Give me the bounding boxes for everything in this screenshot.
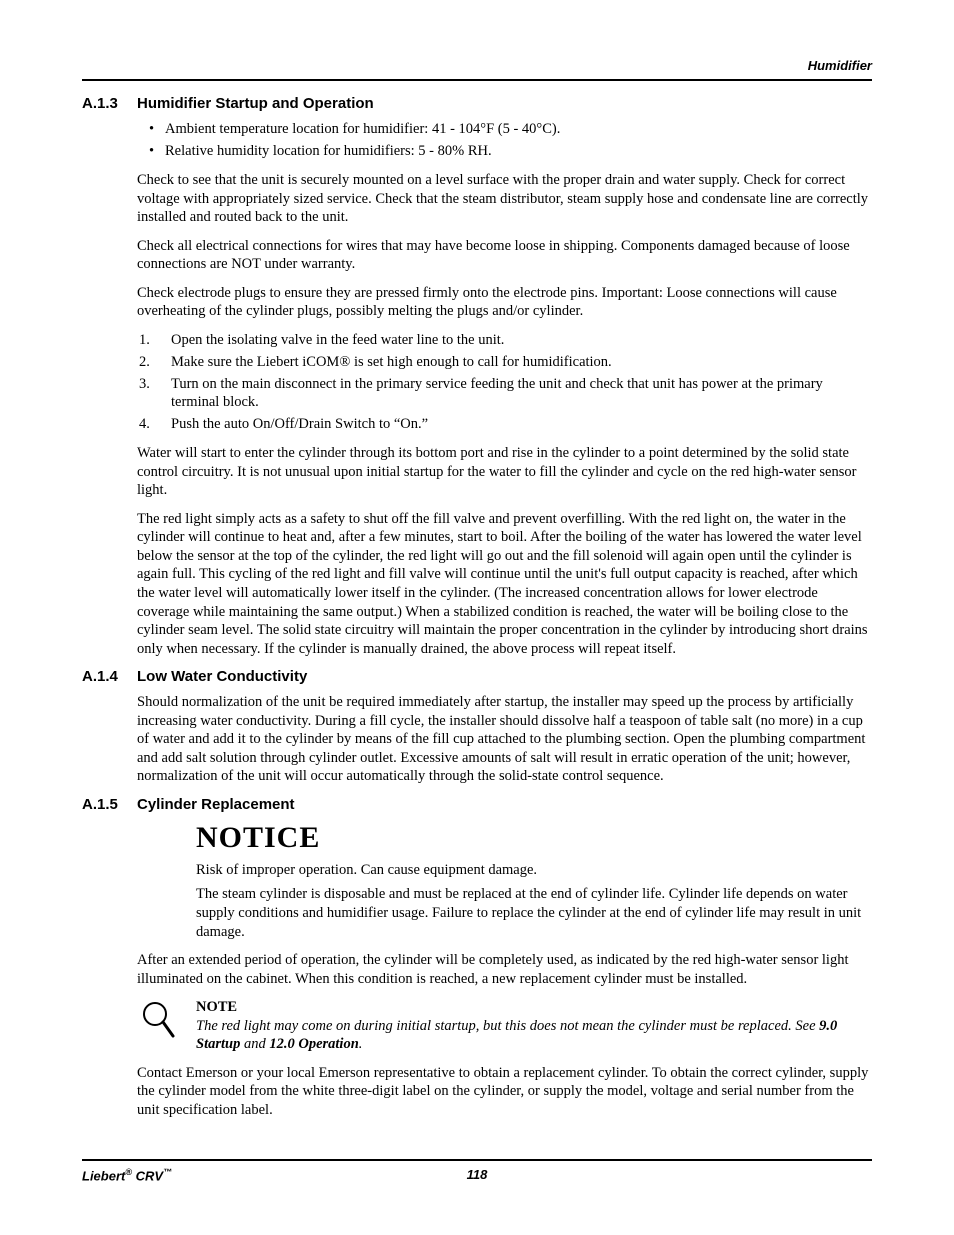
list-item: Push the auto On/Off/Drain Switch to “On…	[137, 415, 872, 434]
section-number: A.1.4	[82, 668, 137, 685]
numbered-list: Open the isolating valve in the feed wat…	[137, 331, 872, 434]
section-body-a14: Should normalization of the unit be requ…	[137, 693, 872, 786]
section-title: Low Water Conductivity	[137, 668, 307, 685]
section-body-a15-cont: Contact Emerson or your local Emerson re…	[137, 1064, 872, 1120]
paragraph: Check to see that the unit is securely m…	[137, 171, 872, 227]
notice-paragraph: Risk of improper operation. Can cause eq…	[196, 861, 872, 880]
list-item: Make sure the Liebert iCOM® is set high …	[137, 353, 872, 372]
section-title: Humidifier Startup and Operation	[137, 95, 374, 112]
section-body-a13: Ambient temperature location for humidif…	[137, 120, 872, 658]
registered-icon: ®	[125, 1167, 132, 1177]
running-header: Humidifier	[82, 58, 872, 79]
section-body-a15: After an extended period of operation, t…	[137, 951, 872, 988]
section-heading-a15: A.1.5 Cylinder Replacement	[82, 796, 872, 813]
notice-heading: NOTICE	[196, 821, 872, 855]
section-heading-a14: A.1.4 Low Water Conductivity	[82, 668, 872, 685]
paragraph: Water will start to enter the cylinder t…	[137, 444, 872, 500]
notice-paragraph: The steam cylinder is disposable and mus…	[196, 885, 872, 941]
paragraph: Check electrode plugs to ensure they are…	[137, 284, 872, 321]
footer-product: Liebert® CRV™	[82, 1167, 172, 1183]
section-number: A.1.5	[82, 796, 137, 813]
note-ref-operation: 12.0 Operation	[269, 1036, 358, 1052]
paragraph: After an extended period of operation, t…	[137, 951, 872, 988]
paragraph: Should normalization of the unit be requ…	[137, 693, 872, 786]
footer-page-number: 118	[467, 1167, 488, 1182]
bullet-item: Ambient temperature location for humidif…	[137, 120, 872, 140]
section-heading-a13: A.1.3 Humidifier Startup and Operation	[82, 95, 872, 112]
note-label: NOTE	[196, 998, 872, 1017]
header-rule	[82, 79, 872, 81]
note-text-mid: and	[240, 1036, 269, 1052]
bullet-item: Relative humidity location for humidifie…	[137, 142, 872, 162]
section-title: Cylinder Replacement	[137, 796, 295, 813]
note-text-pre: The red light may come on during initial…	[196, 1018, 819, 1034]
page-footer: Liebert® CRV™ 118	[82, 1159, 872, 1183]
note-text-post: .	[359, 1036, 363, 1052]
paragraph: Check all electrical connections for wir…	[137, 237, 872, 274]
bullet-list: Ambient temperature location for humidif…	[137, 120, 872, 161]
note-body: The red light may come on during initial…	[196, 1017, 872, 1054]
footer-right-spacer	[868, 1167, 872, 1183]
section-number: A.1.3	[82, 95, 137, 112]
list-item: Turn on the main disconnect in the prima…	[137, 375, 872, 413]
note-block: NOTE The red light may come on during in…	[137, 998, 872, 1054]
list-item: Open the isolating valve in the feed wat…	[137, 331, 872, 350]
paragraph: Contact Emerson or your local Emerson re…	[137, 1064, 872, 1120]
footer-model: CRV	[132, 1169, 163, 1184]
notice-block: NOTICE Risk of improper operation. Can c…	[196, 821, 872, 941]
magnifier-icon	[137, 998, 196, 1043]
trademark-icon: ™	[163, 1167, 172, 1177]
footer-brand: Liebert	[82, 1169, 125, 1184]
paragraph: The red light simply acts as a safety to…	[137, 510, 872, 658]
